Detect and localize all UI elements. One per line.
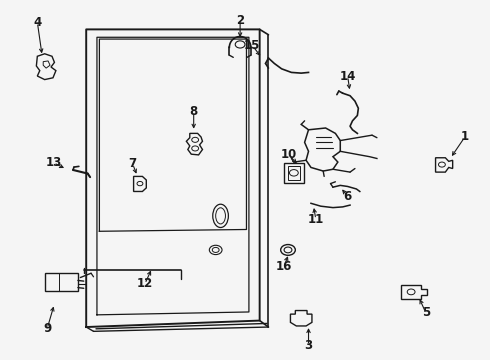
- Text: 9: 9: [43, 322, 51, 335]
- Text: 7: 7: [128, 157, 137, 170]
- Text: 4: 4: [33, 16, 42, 29]
- Text: 3: 3: [304, 339, 313, 352]
- Text: 2: 2: [236, 14, 244, 27]
- Text: 5: 5: [422, 306, 430, 319]
- Text: 13: 13: [46, 156, 62, 169]
- Text: 16: 16: [276, 260, 292, 273]
- Text: 11: 11: [308, 213, 324, 226]
- Text: 1: 1: [461, 130, 469, 144]
- Text: 8: 8: [190, 105, 198, 118]
- Text: 14: 14: [340, 69, 356, 82]
- Text: 6: 6: [343, 190, 352, 203]
- Text: 10: 10: [281, 148, 297, 161]
- Text: 12: 12: [137, 278, 153, 291]
- Text: 15: 15: [244, 39, 261, 52]
